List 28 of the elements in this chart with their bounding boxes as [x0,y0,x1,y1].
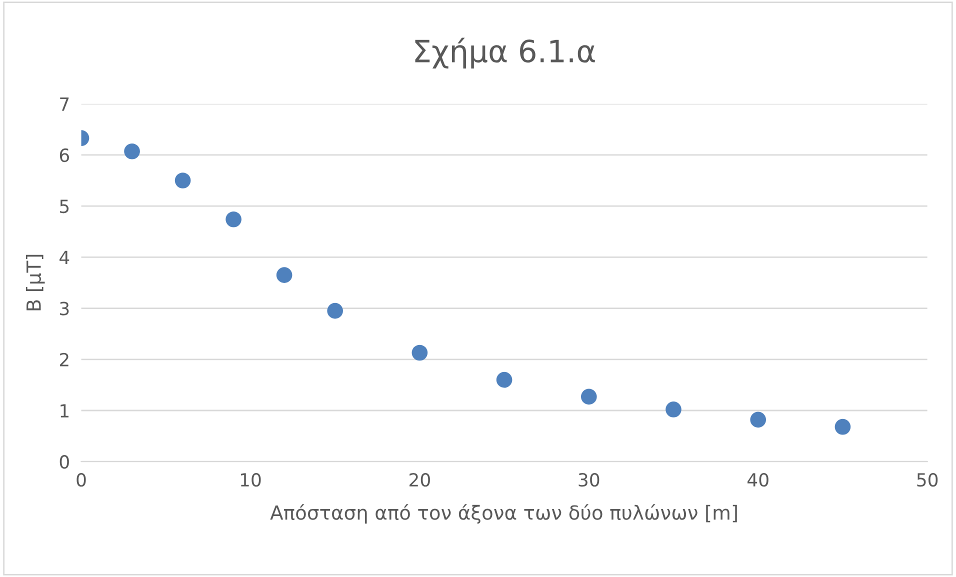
y-tick-label: 5 [60,200,69,214]
point [174,172,191,188]
point [327,302,343,319]
y-tick-label: 4 [60,250,70,264]
x-tick-label: 0 [76,473,86,487]
y-tick-label: 0 [60,455,69,469]
x-tick-label: 50 [917,473,938,487]
point [226,211,242,228]
point [412,344,428,361]
x-tick-label: 10 [240,473,261,487]
y-tick-label: 7 [60,98,69,111]
y-tick-label: 2 [60,352,68,366]
point [124,143,140,160]
x-tick-label: 20 [410,473,430,487]
y-tick-label: 1 [60,404,68,418]
point [666,402,682,418]
y-tick-label: 6 [60,148,70,162]
point [276,267,292,283]
x-tick-label: 30 [578,473,600,487]
point [834,418,851,435]
point [750,412,766,428]
y-tick-label: 3 [60,302,69,316]
point [496,372,512,388]
y-axis-title: B [μT] [26,254,45,310]
x-tick-label: 40 [748,473,768,487]
chart-title: Σχήμα 6.1.α [415,38,595,69]
x-axis-title: Απόσταση από τον άξονα των δύο πυλώνων [m] [270,504,737,524]
point [580,388,597,405]
